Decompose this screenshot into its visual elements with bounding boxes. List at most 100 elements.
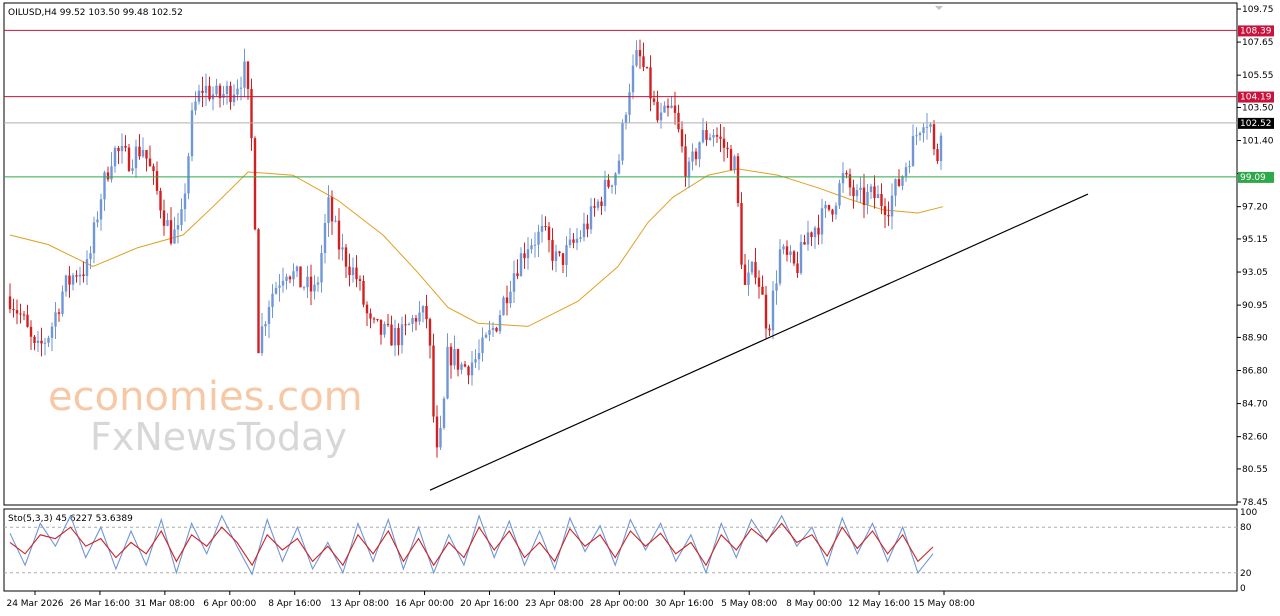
- candle: [519, 247, 523, 277]
- candle: [866, 183, 869, 215]
- candle-body: [57, 312, 61, 314]
- candle: [820, 198, 824, 245]
- candle-body: [768, 328, 771, 331]
- candle: [610, 184, 614, 194]
- candle: [827, 204, 831, 212]
- candle: [848, 168, 852, 196]
- candle: [341, 233, 344, 261]
- candle: [624, 111, 628, 130]
- candle-body: [642, 56, 645, 68]
- candle: [134, 139, 138, 178]
- candle: [453, 335, 456, 370]
- candle-body: [936, 149, 939, 162]
- candle: [729, 145, 733, 171]
- candle: [852, 179, 855, 209]
- candle-body: [344, 247, 348, 267]
- candle-body: [705, 130, 708, 140]
- candle-body: [575, 238, 579, 243]
- candle: [306, 265, 309, 299]
- candle-body: [680, 129, 684, 147]
- candle-body: [540, 226, 544, 232]
- candle: [355, 255, 358, 288]
- candle: [208, 76, 211, 102]
- candle-body: [239, 87, 243, 89]
- candle: [523, 242, 526, 269]
- candle: [407, 322, 411, 326]
- candle-body: [831, 209, 834, 215]
- candle-body: [635, 50, 638, 66]
- candle: [421, 305, 425, 323]
- candle-body: [397, 327, 400, 346]
- time-tick-label: 6 Apr 00:00: [203, 599, 256, 609]
- candle: [733, 154, 736, 174]
- candle-body: [698, 142, 701, 160]
- candle-body: [460, 364, 463, 370]
- candle: [124, 135, 127, 152]
- candle: [596, 199, 600, 211]
- candle-body: [911, 136, 915, 167]
- candle: [302, 285, 306, 291]
- candle-body: [722, 138, 726, 148]
- candle-body: [810, 232, 813, 238]
- candle-body: [572, 239, 575, 243]
- candle: [68, 266, 71, 298]
- candle-body: [565, 245, 568, 265]
- candle-body: [719, 136, 722, 139]
- price-tick-label: 88.90: [1242, 333, 1268, 343]
- candle-body: [649, 67, 652, 99]
- candle-body: [778, 249, 782, 284]
- candle-body: [579, 237, 582, 239]
- candle-body: [379, 319, 383, 335]
- candle-body: [904, 167, 908, 177]
- candle: [544, 216, 547, 231]
- candle-body: [792, 251, 796, 264]
- candle-body: [334, 220, 337, 222]
- candle-body: [526, 249, 530, 259]
- candle-body: [607, 179, 610, 187]
- candle-body: [670, 105, 673, 108]
- candle: [936, 143, 939, 164]
- candle: [593, 198, 596, 217]
- candle-body: [838, 183, 841, 206]
- candle-body: [484, 334, 488, 338]
- candle-body: [673, 105, 677, 113]
- candle: [526, 237, 530, 270]
- horizontal-lines-layer: [4, 29, 1237, 178]
- candle: [540, 214, 544, 243]
- candle: [257, 228, 260, 354]
- candle: [498, 310, 502, 335]
- candle: [792, 250, 796, 266]
- candle-body: [873, 186, 876, 199]
- candle-body: [337, 220, 341, 250]
- symbol-header: OILUSD,H4 99.52 103.50 99.48 102.52: [8, 8, 183, 18]
- candle: [862, 174, 866, 219]
- candle: [379, 319, 383, 345]
- candle: [782, 244, 785, 255]
- stochastic-pane: Sto(5,3,3) 45.6227 53.6389 0 20 80 100: [4, 508, 1257, 594]
- candle-body: [89, 253, 92, 260]
- candle: [736, 153, 740, 207]
- candle: [495, 326, 498, 333]
- candle-body: [159, 190, 162, 211]
- candle: [897, 169, 901, 188]
- candle-body: [663, 105, 666, 113]
- candle: [309, 264, 313, 306]
- candle-body: [845, 172, 848, 175]
- chart-shift-icon[interactable]: [935, 6, 943, 10]
- candle-body: [33, 336, 36, 343]
- candle-body: [106, 172, 110, 180]
- candle-body: [215, 85, 218, 95]
- candle: [320, 244, 323, 293]
- candle-body: [918, 133, 922, 136]
- candle-body: [103, 172, 106, 200]
- candle: [222, 86, 225, 106]
- candle: [757, 270, 761, 299]
- candle: [103, 170, 106, 211]
- candle-body: [481, 337, 484, 354]
- candle-body: [929, 124, 932, 127]
- candle-body: [624, 114, 628, 124]
- candle-body: [222, 93, 225, 99]
- candle: [295, 265, 299, 278]
- candle: [264, 321, 267, 336]
- candle: [642, 42, 645, 72]
